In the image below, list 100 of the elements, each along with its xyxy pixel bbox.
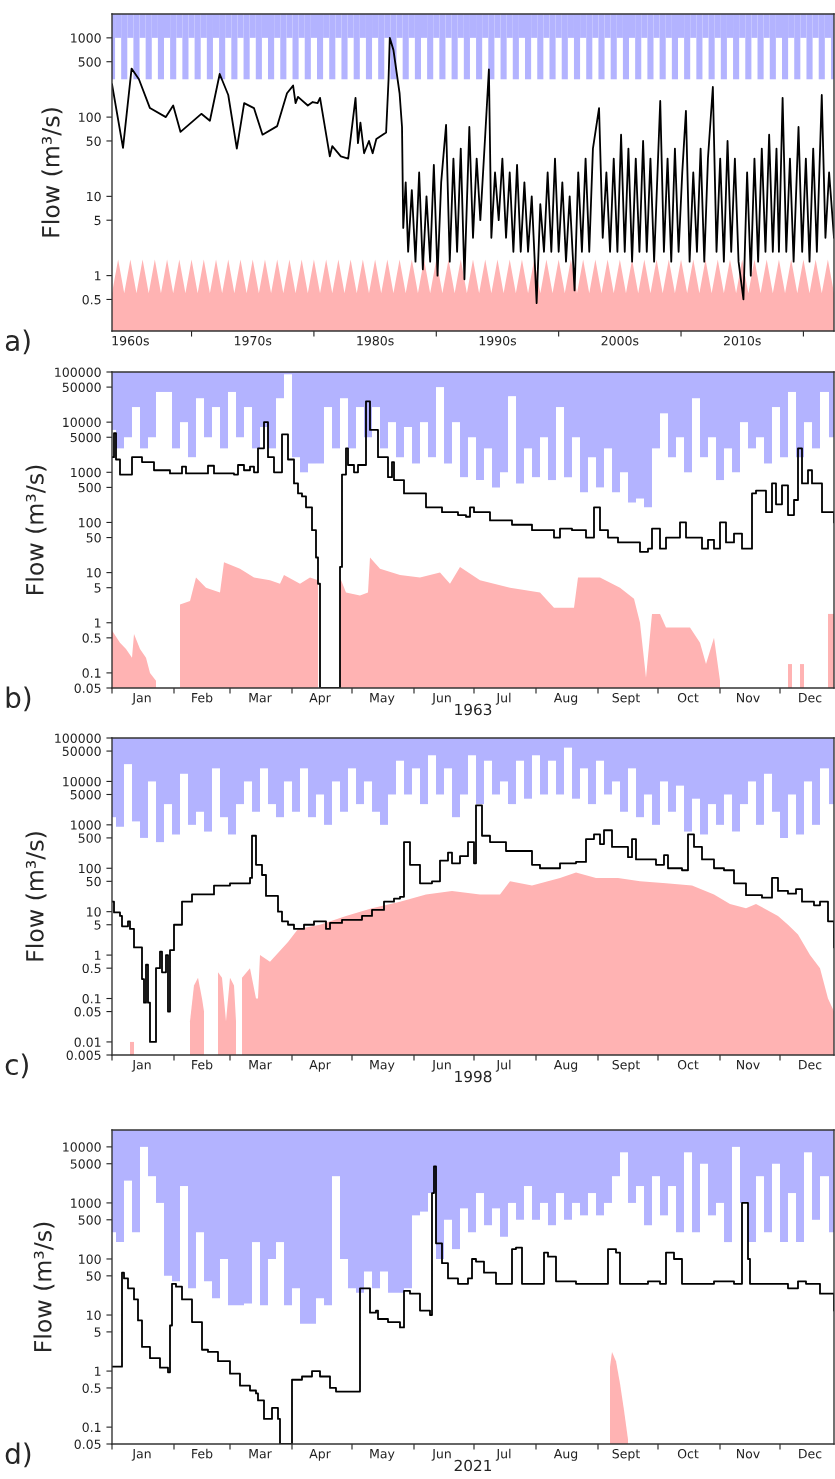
x-tick-label: Apr	[309, 1060, 331, 1072]
x-tick-label: Sept	[612, 692, 640, 705]
x-tick-label: 2000s	[601, 335, 639, 346]
x-tick-label: Dec	[799, 693, 822, 703]
x-tick-label: Jan	[131, 693, 151, 705]
y-tick-label: 10	[87, 907, 101, 917]
x-tick-label: Oct	[677, 1059, 699, 1070]
x-tick-label: Jan	[131, 1060, 151, 1072]
x-tick-label: May	[370, 1449, 395, 1461]
y-tick-label: 0.5	[82, 633, 101, 643]
y-tick-label: 500	[78, 57, 101, 67]
x-tick-label: May	[370, 1060, 395, 1072]
text: b)	[6, 686, 31, 712]
y-tick-label: 100000	[55, 367, 101, 377]
x-tick-label: Dec	[799, 1449, 822, 1459]
y-tick-label: 100	[79, 863, 101, 874]
y-tick-label: 10	[87, 191, 101, 202]
y-tick-label: 0.05	[74, 683, 101, 693]
y-tick-label: 10	[87, 568, 101, 578]
y-tick-label: 1	[95, 271, 101, 281]
y-tick-label: 1	[95, 618, 101, 628]
y-axis-title: Flow (m³/s)	[25, 832, 47, 961]
x-tick-label: Aug	[553, 1449, 578, 1461]
x-tick-label: Oct	[677, 1448, 699, 1459]
x-tick-label: Jun	[431, 1449, 451, 1461]
y-tick-label: 1000	[71, 1198, 101, 1208]
y-tick-label: 100	[79, 112, 101, 123]
y-tick-label: 5000	[70, 789, 101, 800]
x-tick-label: Nov	[737, 693, 760, 703]
y-tick-label: 5	[94, 1327, 101, 1337]
x-tick-label: Oct	[677, 692, 699, 703]
y-tick-label: 0.1	[82, 1422, 101, 1433]
y-tick-label: 5000	[70, 1159, 101, 1169]
x-tick-label: Feb	[192, 1059, 213, 1070]
x-tick-label: 1980s	[357, 335, 394, 346]
y-tick-label: 0.05	[74, 1007, 101, 1017]
y-tick-label: 100000	[55, 733, 101, 743]
y-tick-label: 1	[95, 950, 101, 960]
y-tick-label: 50	[86, 1271, 101, 1281]
text: d)	[5, 1442, 31, 1468]
y-tick-label: 5000	[70, 432, 101, 443]
x-tick-label: Sept	[612, 1448, 640, 1461]
x-axis-title: 1963	[455, 703, 492, 716]
y-tick-label: 0.5	[82, 294, 101, 305]
x-tick-label: Feb	[192, 1448, 213, 1459]
text: c)	[5, 1053, 28, 1079]
y-axis-title: Flow (m³/s)	[33, 1222, 55, 1351]
x-tick-label: Apr	[309, 693, 331, 705]
y-tick-label: 0.5	[82, 963, 101, 974]
x-tick-label: Jun	[431, 1060, 451, 1072]
x-tick-label: Aug	[553, 1060, 578, 1072]
text: a)	[5, 329, 30, 355]
y-tick-label: 5	[94, 583, 101, 593]
x-tick-label: Feb	[192, 692, 213, 703]
y-tick-label: 0.005	[66, 1050, 101, 1060]
y-tick-label: 50	[86, 136, 101, 146]
y-tick-label: 10	[87, 1310, 101, 1320]
y-tick-label: 500	[78, 833, 101, 843]
x-tick-label: Sept	[612, 1059, 640, 1072]
line-series	[112, 36, 834, 304]
y-tick-label: 500	[78, 482, 101, 493]
y-tick-label: 50000	[62, 746, 101, 756]
y-tick-label: 5	[94, 920, 101, 930]
x-tick-label: Jul	[495, 1448, 511, 1461]
y-tick-label: 0.5	[82, 1383, 101, 1393]
x-tick-label: 1990s	[479, 335, 517, 346]
x-tick-label: Dec	[799, 1060, 822, 1070]
y-axis-title: Flow (m³/s)	[25, 465, 47, 594]
y-tick-label: 50	[86, 876, 101, 887]
y-tick-label: 50	[86, 533, 101, 543]
y-tick-label: 10000	[63, 417, 101, 428]
y-tick-label: 100	[79, 1254, 101, 1264]
x-tick-label: 2010s	[723, 335, 761, 346]
x-tick-label: Nov	[737, 1060, 760, 1070]
y-tick-label: 1000	[71, 33, 101, 43]
y-tick-label: 500	[78, 1215, 101, 1225]
x-tick-label: Aug	[553, 693, 578, 705]
x-tick-label: Apr	[309, 1449, 331, 1461]
y-tick-label: 1000	[71, 820, 101, 830]
y-tick-label: 1000	[71, 467, 101, 478]
x-axis-title: 1998	[455, 1070, 492, 1083]
y-tick-label: 50000	[62, 382, 101, 393]
x-tick-label: Nov	[737, 1449, 760, 1459]
y-axis-title: Flow (m³/s)	[41, 108, 63, 237]
y-tick-label: 0.05	[74, 1439, 101, 1449]
x-tick-label: 1970s	[234, 335, 272, 346]
y-tick-label: 0.1	[82, 993, 101, 1004]
y-tick-label: 10000	[63, 776, 101, 787]
x-tick-label: Jun	[431, 693, 451, 705]
y-tick-label: 10000	[63, 1142, 101, 1152]
x-tick-label: Jul	[495, 1059, 511, 1072]
x-tick-label: Mar	[249, 693, 272, 703]
x-tick-label: 1960s	[112, 335, 149, 346]
y-tick-label: 0.1	[82, 668, 101, 678]
y-tick-label: 1	[95, 1366, 101, 1376]
x-tick-label: Jul	[495, 692, 511, 705]
x-tick-label: Jan	[131, 1449, 151, 1461]
x-axis-title: 2021	[454, 1459, 492, 1472]
x-tick-label: Mar	[249, 1449, 272, 1459]
x-tick-label: May	[370, 693, 395, 705]
